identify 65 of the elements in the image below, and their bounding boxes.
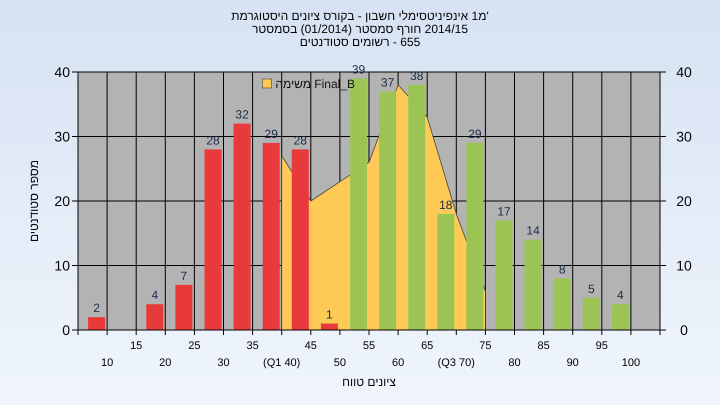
x-tick-label: 65 <box>421 340 434 352</box>
bar <box>234 124 251 330</box>
bar <box>554 278 571 330</box>
data-label: 28 <box>206 133 220 148</box>
x-tick-label: 90 <box>566 357 579 369</box>
bar <box>88 317 106 330</box>
y-tick-label: 10 <box>54 258 70 274</box>
data-label: 8 <box>558 262 566 276</box>
bar <box>204 149 222 330</box>
x-tick-label: (Q1 40) <box>263 357 300 369</box>
x-tick-label: 15 <box>130 340 142 352</box>
data-label: 14 <box>526 224 540 238</box>
y2-tick-label: 40 <box>676 64 692 80</box>
data-label: 17 <box>497 204 511 218</box>
x-tick-label: (Q3 70) <box>438 357 475 369</box>
x-axis-title: טווח ציונים <box>342 375 396 389</box>
x-tick-label: 25 <box>188 340 201 352</box>
bar <box>262 142 280 330</box>
bar <box>175 284 192 330</box>
bar <box>582 298 600 330</box>
x-tick-label: 50 <box>334 357 346 369</box>
y-tick-label: 30 <box>54 128 70 144</box>
data-label: 7 <box>180 268 188 283</box>
x-tick-label: 60 <box>392 357 404 369</box>
data-label: 2 <box>93 301 100 316</box>
x-tick-label: 95 <box>596 340 608 352</box>
x-tick-label: 75 <box>479 340 492 352</box>
bar <box>524 240 542 330</box>
bar <box>496 220 512 330</box>
x-tick-label: 55 <box>362 340 376 352</box>
data-label: 28 <box>294 133 308 148</box>
bar <box>320 324 338 330</box>
x-tick-label: 45 <box>304 340 317 352</box>
chart-title: היסטוגרמת ציונים בקורס - חשבון אינפיניטסימלי 1מ' <box>231 9 489 23</box>
y2-tick-label: 30 <box>676 128 692 144</box>
y-tick-label: 20 <box>54 193 70 209</box>
x-tick-label: 85 <box>537 340 550 352</box>
data-label: 1 <box>326 308 334 322</box>
bar <box>612 304 629 330</box>
y2-tick-label: 20 <box>676 193 692 209</box>
x-tick-label: 35 <box>246 340 259 352</box>
data-label: 4 <box>617 288 624 302</box>
data-label: 37 <box>380 75 395 90</box>
bar <box>292 149 309 330</box>
data-label: 18 <box>439 198 453 212</box>
x-tick-label: 80 <box>508 357 521 369</box>
chart-subtitle: בסמסטר (01/2014) סמסטר חורף 2014/15 סטודנטים רשומים - 655 <box>252 22 468 49</box>
y-tick-label: 40 <box>54 64 70 80</box>
bar <box>437 214 454 330</box>
y-axis-title: מספר סטודנטים <box>27 160 41 242</box>
x-tick-label: 20 <box>159 357 172 369</box>
data-label: 4 <box>151 288 158 302</box>
x-tick-label: 100 <box>622 357 640 369</box>
data-label: 38 <box>410 68 424 83</box>
bar <box>379 91 396 330</box>
y-tick-label: 0 <box>62 322 70 338</box>
y2-tick-label: 10 <box>676 258 692 274</box>
y2-tick-label: 0 <box>680 322 688 338</box>
bar <box>146 304 164 330</box>
data-label: 32 <box>235 108 250 122</box>
bar <box>466 142 484 330</box>
x-tick-label: 30 <box>217 357 230 369</box>
data-label: 5 <box>588 282 595 296</box>
bar <box>408 84 426 330</box>
x-tick-label: 10 <box>100 357 114 369</box>
